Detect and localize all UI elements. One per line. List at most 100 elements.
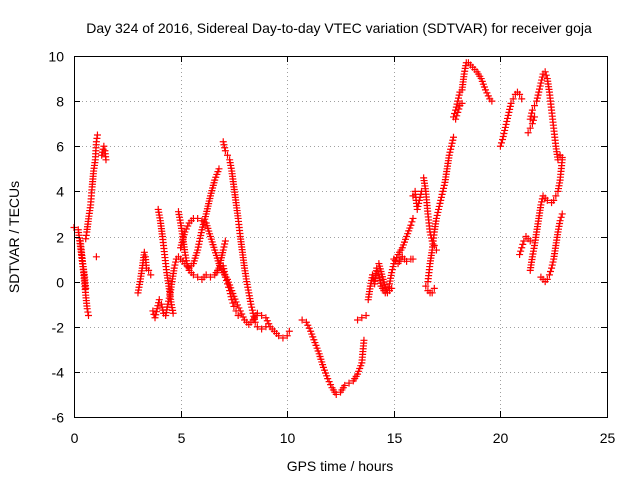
data-point-marker <box>221 144 229 152</box>
data-point-marker <box>416 193 424 201</box>
data-point-marker <box>221 147 229 155</box>
data-point-marker <box>484 92 492 100</box>
data-point-marker <box>543 196 551 204</box>
data-point-marker <box>368 271 376 279</box>
data-point-marker <box>538 198 546 206</box>
data-point-marker <box>454 94 462 102</box>
data-point-marker <box>438 190 446 198</box>
data-point-marker <box>533 94 541 102</box>
data-point-marker <box>232 307 240 315</box>
data-point-marker <box>552 192 560 200</box>
data-point-marker <box>251 318 259 326</box>
data-point-marker <box>519 240 527 248</box>
data-point-marker <box>518 244 526 252</box>
data-point-marker <box>528 106 536 114</box>
data-point-marker <box>154 302 162 310</box>
data-point-marker <box>224 280 232 288</box>
data-point-marker <box>198 217 206 225</box>
data-point-marker <box>430 284 438 292</box>
data-point-marker <box>413 205 421 213</box>
data-point-marker <box>221 273 229 281</box>
data-point-marker <box>279 334 287 342</box>
data-point-marker <box>558 156 566 164</box>
data-point-marker <box>415 199 423 207</box>
data-point-marker <box>221 237 229 245</box>
data-point-marker <box>234 311 242 319</box>
data-point-marker <box>358 314 366 322</box>
x-axis-label: GPS time / hours <box>287 458 394 474</box>
x-tick-label: 5 <box>178 430 186 446</box>
data-point-marker <box>537 79 545 87</box>
data-point-marker <box>153 305 161 313</box>
data-point-marker <box>558 210 566 218</box>
data-point-marker <box>341 381 349 389</box>
data-point-marker <box>531 102 539 110</box>
data-point-marker <box>526 237 534 245</box>
data-point-marker <box>545 271 553 279</box>
data-point-marker <box>83 305 91 313</box>
data-point-marker <box>516 251 524 259</box>
data-point-marker <box>483 89 491 97</box>
data-point-marker <box>84 308 92 316</box>
data-point-marker <box>454 97 462 105</box>
chart-title: Day 324 of 2016, Sidereal Day-to-day VTE… <box>86 20 592 36</box>
x-tick-label: 10 <box>280 430 296 446</box>
y-axis-label: SDTVAR / TECUs <box>6 181 22 293</box>
data-point-marker <box>447 145 455 153</box>
data-point-marker <box>499 132 507 140</box>
x-tick-label: 25 <box>600 430 616 446</box>
data-point-marker <box>535 85 543 93</box>
data-point-marker <box>481 86 489 94</box>
data-point-marker <box>249 309 257 317</box>
data-point-marker <box>226 290 234 298</box>
data-point-marker <box>414 202 422 210</box>
data-point-marker <box>437 193 445 201</box>
data-point-marker <box>500 129 508 137</box>
data-point-marker <box>436 199 444 207</box>
data-point-marker <box>437 196 445 204</box>
data-point-marker <box>354 316 362 324</box>
data-point-marker <box>520 237 528 245</box>
data-point-marker <box>527 112 535 120</box>
data-point-marker <box>262 314 270 322</box>
data-point-marker <box>526 115 534 123</box>
data-point-marker <box>189 271 197 279</box>
data-point-marker <box>533 97 541 105</box>
data-point-marker <box>509 95 517 103</box>
x-tick-label: 15 <box>387 430 403 446</box>
data-point-marker <box>503 117 511 125</box>
data-point-marker <box>434 208 442 216</box>
data-point-marker <box>327 381 335 389</box>
data-point-marker <box>407 221 415 229</box>
data-point-marker <box>102 156 110 164</box>
data-point-marker <box>238 310 246 318</box>
data-point-marker <box>220 243 228 251</box>
data-point-marker <box>517 247 525 255</box>
x-tick-label: 0 <box>71 430 79 446</box>
data-point-marker <box>455 105 463 113</box>
data-point-marker <box>454 108 462 116</box>
data-point-marker <box>362 311 370 319</box>
data-point-marker <box>528 120 536 128</box>
data-point-marker <box>98 151 106 159</box>
data-point-marker <box>435 205 443 213</box>
data-point-marker <box>440 181 448 189</box>
data-point-marker <box>548 261 556 269</box>
data-point-marker <box>220 141 228 149</box>
data-point-marker <box>388 266 396 274</box>
data-point-marker <box>433 211 441 219</box>
data-point-marker <box>151 314 159 322</box>
data-point-marker <box>157 300 165 308</box>
data-point-marker <box>538 76 546 84</box>
axis-ticks: 0 5 10 15 20 25 -6 -4 -2 0 2 4 6 8 10 <box>48 49 615 447</box>
data-point-marker <box>504 111 512 119</box>
data-point-marker <box>550 196 558 204</box>
data-point-marker <box>82 284 90 292</box>
data-point-marker <box>304 321 312 329</box>
data-point-marker <box>184 263 192 271</box>
data-point-marker <box>440 184 448 192</box>
data-point-marker <box>283 332 291 340</box>
data-point-marker <box>415 196 423 204</box>
data-point-marker <box>518 95 526 103</box>
